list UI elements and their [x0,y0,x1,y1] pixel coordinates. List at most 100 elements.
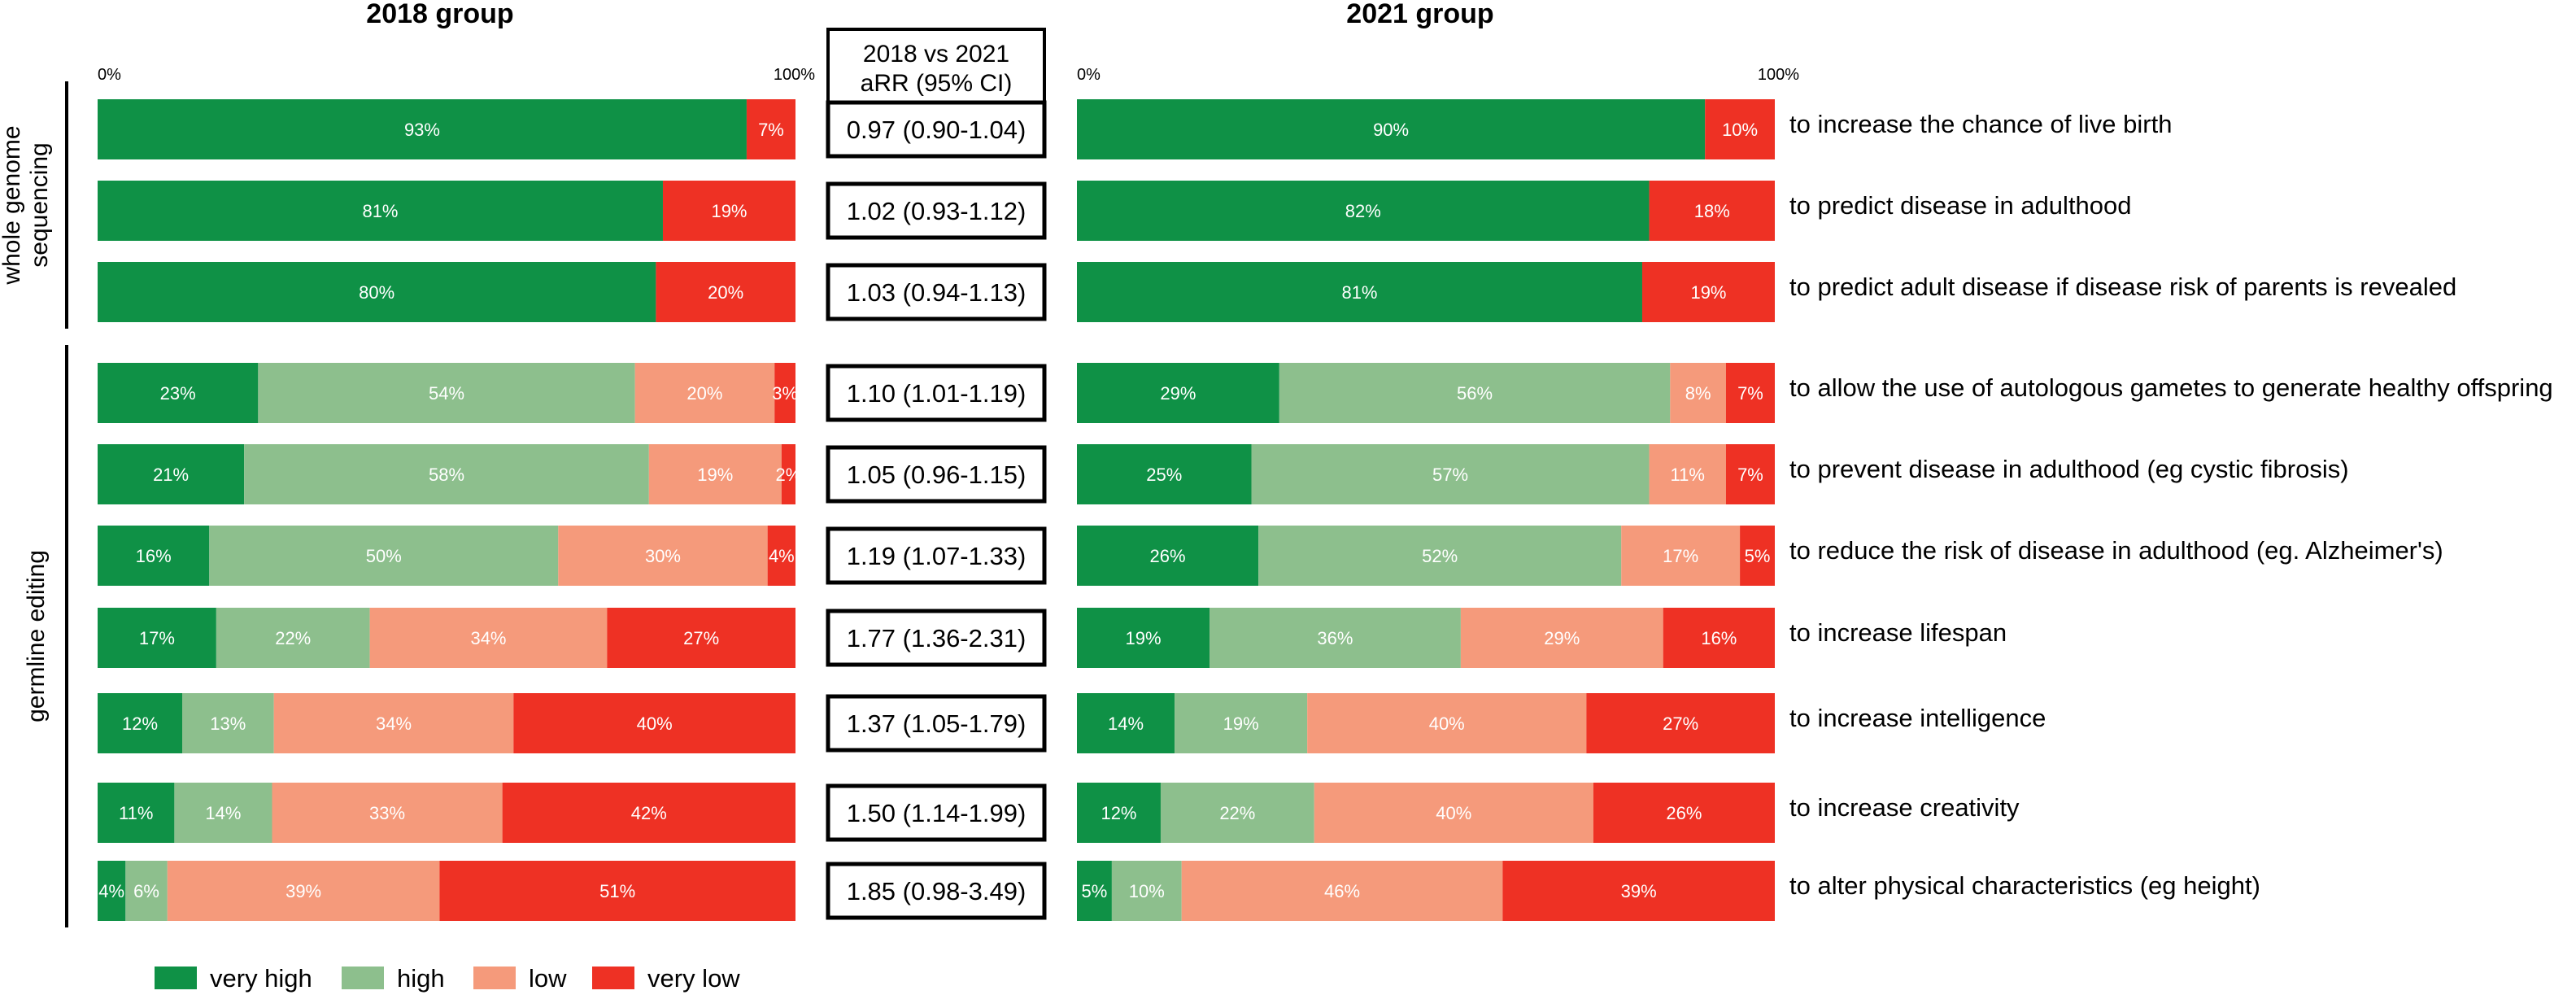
chart-row: 93% 7% 90% 10% 0.97 (0.90-1.04) to increase t… [98,99,2172,159]
chart-row: 11% 14% 33% 42% 12% 22% 40% 26% 1.50 (1.14-1.99)… [98,783,2020,843]
bar-value-label: 6% [133,881,159,901]
arr-value: 0.97 (0.90-1.04) [847,116,1026,144]
arr-box [826,862,1047,920]
bar-segment-2018-high [244,444,649,504]
arr-value: 1.19 (1.07-1.33) [847,542,1026,570]
bar-value-label: 7% [1737,465,1763,485]
arr-box [826,364,1047,422]
bar-segment-2018-very-low [607,608,795,668]
bar-segment-2018-very-high [98,262,656,322]
bar-segment-2021-very-high [1077,861,1112,921]
bar-segment-2018-low [369,608,608,668]
bar-segment-2021-high [1251,444,1650,504]
bar-value-label: 40% [1429,713,1465,734]
bar-segment-2021-very-high [1077,783,1161,843]
bar-value-label: 13% [210,713,246,734]
bar-value-label: 80% [359,282,394,303]
section-label: sequencing [26,142,53,267]
arr-value: 1.77 (1.36-2.31) [847,624,1026,652]
bar-value-label: 18% [1694,201,1730,221]
row-label: to increase intelligence [1789,704,2046,732]
bar-value-label: 20% [708,282,743,303]
bar-segment-2021-very-high [1077,444,1252,504]
bar-segment-2021-high [1175,693,1308,753]
arr-box [826,609,1047,667]
chart-row: 17% 22% 34% 27% 19% 36% 29% 16% 1.77 (1.36-2.31)… [98,608,2007,668]
chart-row: 12% 13% 34% 40% 14% 19% 40% 27% 1.37 (1.05-1.79)… [98,693,2046,753]
bar-segment-2018-very-low [767,526,795,586]
bar-segment-2018-very-low [662,181,795,241]
chart-row: 80% 20% 81% 19% 1.03 (0.94-1.13) to predict a… [98,262,2456,322]
bar-segment-2018-low [272,783,503,843]
row-label: to predict disease in adulthood [1789,191,2132,220]
bar-value-label: 90% [1373,120,1409,140]
bar-segment-2018-high [182,693,274,753]
bar-segment-2018-very-low [774,363,795,423]
arr-box [826,100,1047,159]
bar-segment-2018-very-low [656,262,795,322]
bar-value-label: 29% [1160,383,1196,404]
axis-start-label-2018: 0% [98,66,121,84]
bar-segment-2018-high [258,363,635,423]
bar-value-label: 50% [366,546,402,566]
legend-swatch-very-high [155,967,197,989]
chart-row: 23% 54% 20% 3% 29% 56% 8% 7% 1.10 (1.01-1.19) to … [98,363,2553,423]
bar-segment-2021-high [1258,526,1622,586]
bar-value-label: 51% [599,881,635,901]
bar-value-label: 27% [683,628,719,648]
bar-segment-2018-low [273,693,514,753]
row-label: to allow the use of autologous gametes t… [1789,373,2553,402]
bar-segment-2021-very-high [1077,181,1650,241]
bar-value-label: 27% [1663,713,1698,734]
bar-segment-2018-very-high [98,99,747,159]
bar-value-label: 54% [429,383,464,404]
bar-segment-2021-very-low [1725,444,1775,504]
panel-title-2018: 2018 group [366,0,513,29]
bar-value-label: 56% [1457,383,1493,404]
bar-value-label: 20% [686,383,722,404]
section-brackets: whole genome sequencing germline editing [0,81,68,927]
row-label: to increase lifespan [1789,618,2007,647]
bar-segment-2021-low [1649,444,1726,504]
arr-value: 1.85 (0.98-3.49) [847,877,1026,905]
bar-value-label: 23% [160,383,196,404]
bar-value-label: 93% [404,120,440,140]
bar-segment-2018-very-low [781,444,795,504]
row-label: to reduce the risk of disease in adultho… [1789,536,2443,565]
panel-title-2021: 2021 group [1346,0,1493,29]
bar-segment-2021-very-low [1586,693,1775,753]
bar-value-label: 52% [1422,546,1458,566]
bar-segment-2018-low [558,526,768,586]
bar-segment-2018-very-low [746,99,795,159]
bar-value-label: 10% [1722,120,1758,140]
arr-value: 1.37 (1.05-1.79) [847,709,1026,738]
bar-value-label: 33% [369,803,405,823]
bar-value-label: 12% [122,713,158,734]
bar-value-label: 19% [1690,282,1726,303]
chart-row: 4% 6% 39% 51% 5% 10% 46% 39% 1.85 (0.98-3.49) to … [98,861,2260,921]
bar-segment-2018-high [209,526,559,586]
bar-segment-2021-high [1279,363,1671,423]
bar-value-label: 17% [1663,546,1698,566]
chart-row: 21% 58% 19% 2% 25% 57% 11% 7% 1.05 (0.96-1.15) to… [98,444,2349,504]
bar-value-label: 5% [1745,546,1771,566]
bar-segment-2018-very-low [439,861,795,921]
arr-box [826,526,1047,585]
bar-value-label: 14% [205,803,241,823]
bar-value-label: 14% [1108,713,1144,734]
legend-swatch-very-low [592,967,634,989]
bar-segment-2021-very-low [1641,262,1775,322]
bar-segment-2021-high [1160,783,1314,843]
row-label: to prevent disease in adulthood (eg cyst… [1789,455,2349,483]
bar-value-label: 29% [1544,628,1580,648]
arr-value: 1.02 (0.93-1.12) [847,197,1026,225]
bar-segment-2021-very-low [1663,608,1775,668]
bar-segment-2021-low [1307,693,1587,753]
bar-value-label: 8% [1685,383,1711,404]
bar-value-label: 19% [1125,628,1161,648]
bar-value-label: 30% [645,546,681,566]
arr-value: 1.05 (0.96-1.15) [847,460,1026,489]
bar-segment-2018-low [648,444,782,504]
bar-segment-2021-high [1111,861,1182,921]
bar-value-label: 19% [1223,713,1259,734]
